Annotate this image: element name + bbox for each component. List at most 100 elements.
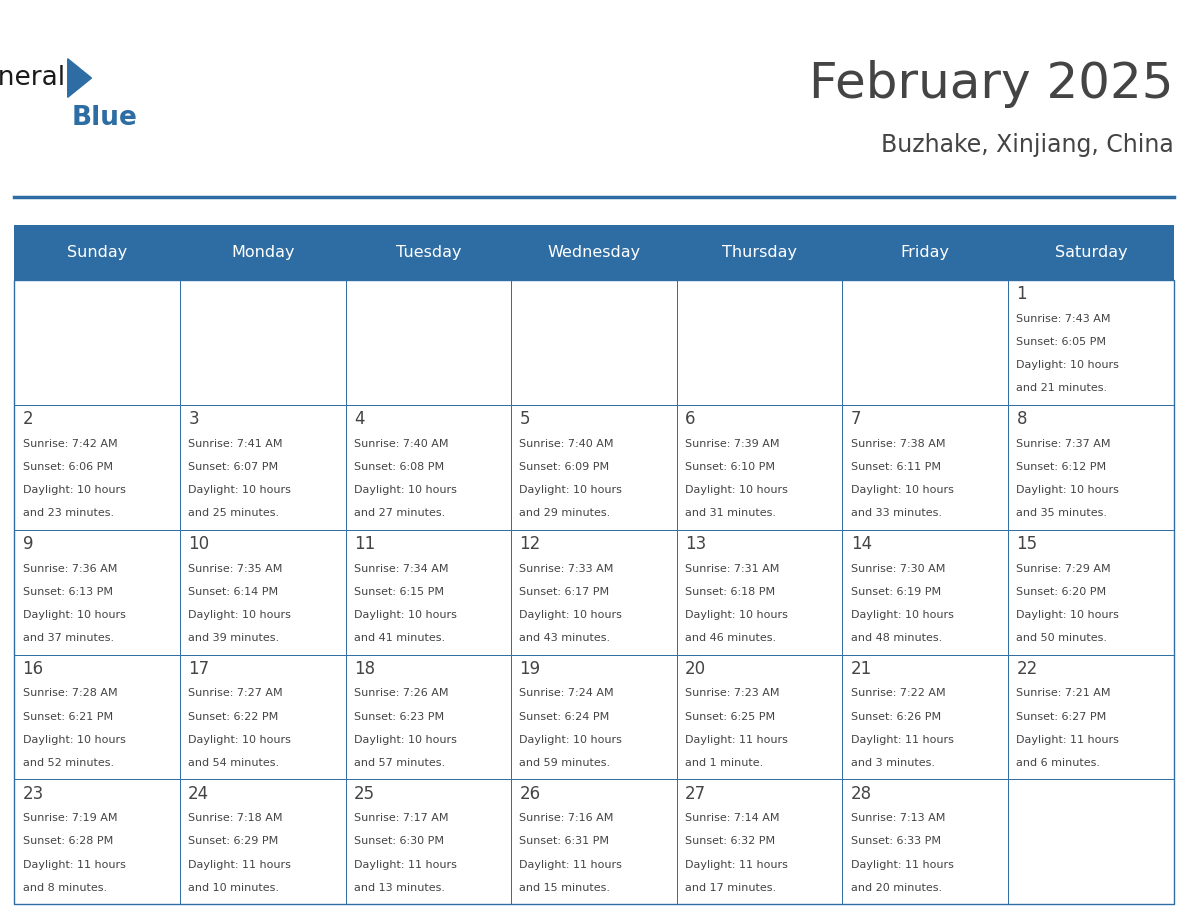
Bar bbox=[1009, 280, 1174, 405]
Text: Sunset: 6:08 PM: Sunset: 6:08 PM bbox=[354, 462, 444, 472]
Text: Sunset: 6:11 PM: Sunset: 6:11 PM bbox=[851, 462, 941, 472]
Text: Sunset: 6:29 PM: Sunset: 6:29 PM bbox=[188, 836, 278, 846]
Text: Daylight: 10 hours: Daylight: 10 hours bbox=[519, 734, 623, 744]
Text: 14: 14 bbox=[851, 535, 872, 554]
Text: Sunset: 6:22 PM: Sunset: 6:22 PM bbox=[188, 711, 278, 722]
Text: Thursday: Thursday bbox=[722, 245, 797, 260]
Text: and 59 minutes.: and 59 minutes. bbox=[519, 757, 611, 767]
Text: Sunset: 6:13 PM: Sunset: 6:13 PM bbox=[23, 587, 113, 597]
Text: Daylight: 10 hours: Daylight: 10 hours bbox=[519, 485, 623, 495]
Text: Sunrise: 7:24 AM: Sunrise: 7:24 AM bbox=[519, 688, 614, 699]
Bar bbox=[14, 280, 1174, 904]
Text: Sunset: 6:28 PM: Sunset: 6:28 PM bbox=[23, 836, 113, 846]
Text: and 57 minutes.: and 57 minutes. bbox=[354, 757, 446, 767]
Text: Sunrise: 7:30 AM: Sunrise: 7:30 AM bbox=[851, 564, 946, 574]
Text: 21: 21 bbox=[851, 660, 872, 678]
Text: Sunset: 6:14 PM: Sunset: 6:14 PM bbox=[188, 587, 278, 597]
Text: Daylight: 10 hours: Daylight: 10 hours bbox=[23, 734, 126, 744]
Bar bbox=[14, 225, 1174, 280]
Text: and 13 minutes.: and 13 minutes. bbox=[354, 882, 444, 892]
Text: Daylight: 11 hours: Daylight: 11 hours bbox=[685, 859, 788, 869]
Text: and 8 minutes.: and 8 minutes. bbox=[23, 882, 107, 892]
Text: Daylight: 10 hours: Daylight: 10 hours bbox=[685, 485, 788, 495]
Bar bbox=[14, 655, 179, 779]
Text: Sunrise: 7:38 AM: Sunrise: 7:38 AM bbox=[851, 439, 946, 449]
Text: Sunrise: 7:43 AM: Sunrise: 7:43 AM bbox=[1017, 314, 1111, 324]
Text: Sunset: 6:24 PM: Sunset: 6:24 PM bbox=[519, 711, 609, 722]
Text: Daylight: 10 hours: Daylight: 10 hours bbox=[519, 610, 623, 620]
Text: and 27 minutes.: and 27 minutes. bbox=[354, 508, 446, 518]
Text: Daylight: 10 hours: Daylight: 10 hours bbox=[851, 485, 954, 495]
Text: Daylight: 11 hours: Daylight: 11 hours bbox=[23, 859, 126, 869]
Text: Daylight: 10 hours: Daylight: 10 hours bbox=[188, 610, 291, 620]
Text: and 39 minutes.: and 39 minutes. bbox=[188, 633, 279, 643]
Text: Sunrise: 7:17 AM: Sunrise: 7:17 AM bbox=[354, 813, 448, 823]
Text: and 1 minute.: and 1 minute. bbox=[685, 757, 764, 767]
Text: 11: 11 bbox=[354, 535, 375, 554]
Text: Sunrise: 7:35 AM: Sunrise: 7:35 AM bbox=[188, 564, 283, 574]
Text: 12: 12 bbox=[519, 535, 541, 554]
Text: 17: 17 bbox=[188, 660, 209, 678]
Text: Sunrise: 7:16 AM: Sunrise: 7:16 AM bbox=[519, 813, 614, 823]
Bar bbox=[1009, 405, 1174, 530]
Text: Sunset: 6:30 PM: Sunset: 6:30 PM bbox=[354, 836, 444, 846]
Text: Friday: Friday bbox=[901, 245, 949, 260]
Text: Daylight: 10 hours: Daylight: 10 hours bbox=[354, 485, 456, 495]
Text: Sunset: 6:10 PM: Sunset: 6:10 PM bbox=[685, 462, 775, 472]
Text: Sunrise: 7:40 AM: Sunrise: 7:40 AM bbox=[519, 439, 614, 449]
Text: Daylight: 11 hours: Daylight: 11 hours bbox=[1017, 734, 1119, 744]
Bar bbox=[1009, 530, 1174, 655]
Text: Sunset: 6:15 PM: Sunset: 6:15 PM bbox=[354, 587, 444, 597]
Text: and 21 minutes.: and 21 minutes. bbox=[1017, 383, 1107, 393]
Text: Daylight: 10 hours: Daylight: 10 hours bbox=[188, 485, 291, 495]
Text: Monday: Monday bbox=[230, 245, 295, 260]
Bar bbox=[179, 779, 346, 904]
Text: Daylight: 10 hours: Daylight: 10 hours bbox=[188, 734, 291, 744]
Bar bbox=[14, 530, 179, 655]
Bar bbox=[179, 405, 346, 530]
Bar bbox=[677, 405, 842, 530]
Text: Blue: Blue bbox=[71, 105, 137, 130]
Text: and 41 minutes.: and 41 minutes. bbox=[354, 633, 446, 643]
Text: Sunrise: 7:39 AM: Sunrise: 7:39 AM bbox=[685, 439, 779, 449]
Text: Daylight: 11 hours: Daylight: 11 hours bbox=[851, 734, 954, 744]
Text: Sunset: 6:33 PM: Sunset: 6:33 PM bbox=[851, 836, 941, 846]
Text: and 46 minutes.: and 46 minutes. bbox=[685, 633, 776, 643]
Text: Sunrise: 7:18 AM: Sunrise: 7:18 AM bbox=[188, 813, 283, 823]
Text: and 25 minutes.: and 25 minutes. bbox=[188, 508, 279, 518]
Text: Sunset: 6:09 PM: Sunset: 6:09 PM bbox=[519, 462, 609, 472]
Text: Daylight: 10 hours: Daylight: 10 hours bbox=[1017, 485, 1119, 495]
Text: and 3 minutes.: and 3 minutes. bbox=[851, 757, 935, 767]
Text: Sunrise: 7:31 AM: Sunrise: 7:31 AM bbox=[685, 564, 779, 574]
Bar bbox=[14, 405, 179, 530]
Text: 19: 19 bbox=[519, 660, 541, 678]
Bar bbox=[511, 530, 677, 655]
Text: and 6 minutes.: and 6 minutes. bbox=[1017, 757, 1100, 767]
Text: Sunrise: 7:34 AM: Sunrise: 7:34 AM bbox=[354, 564, 448, 574]
Text: and 10 minutes.: and 10 minutes. bbox=[188, 882, 279, 892]
Text: Daylight: 10 hours: Daylight: 10 hours bbox=[354, 610, 456, 620]
Text: Daylight: 11 hours: Daylight: 11 hours bbox=[851, 859, 954, 869]
Text: Sunrise: 7:33 AM: Sunrise: 7:33 AM bbox=[519, 564, 614, 574]
Text: Daylight: 10 hours: Daylight: 10 hours bbox=[1017, 610, 1119, 620]
Text: 20: 20 bbox=[685, 660, 706, 678]
Text: Tuesday: Tuesday bbox=[396, 245, 461, 260]
Text: 6: 6 bbox=[685, 410, 696, 429]
Text: Daylight: 11 hours: Daylight: 11 hours bbox=[188, 859, 291, 869]
Text: Sunrise: 7:26 AM: Sunrise: 7:26 AM bbox=[354, 688, 448, 699]
Text: and 15 minutes.: and 15 minutes. bbox=[519, 882, 611, 892]
Text: and 23 minutes.: and 23 minutes. bbox=[23, 508, 114, 518]
Text: Sunrise: 7:23 AM: Sunrise: 7:23 AM bbox=[685, 688, 779, 699]
Bar bbox=[346, 779, 511, 904]
Text: Sunset: 6:23 PM: Sunset: 6:23 PM bbox=[354, 711, 444, 722]
Text: Sunset: 6:27 PM: Sunset: 6:27 PM bbox=[1017, 711, 1107, 722]
Bar bbox=[14, 779, 179, 904]
Text: 1: 1 bbox=[1017, 285, 1028, 304]
Bar bbox=[1009, 655, 1174, 779]
Text: 5: 5 bbox=[519, 410, 530, 429]
Bar bbox=[14, 280, 179, 405]
Text: and 29 minutes.: and 29 minutes. bbox=[519, 508, 611, 518]
Text: 4: 4 bbox=[354, 410, 365, 429]
Bar bbox=[842, 530, 1009, 655]
Text: General: General bbox=[0, 65, 65, 91]
